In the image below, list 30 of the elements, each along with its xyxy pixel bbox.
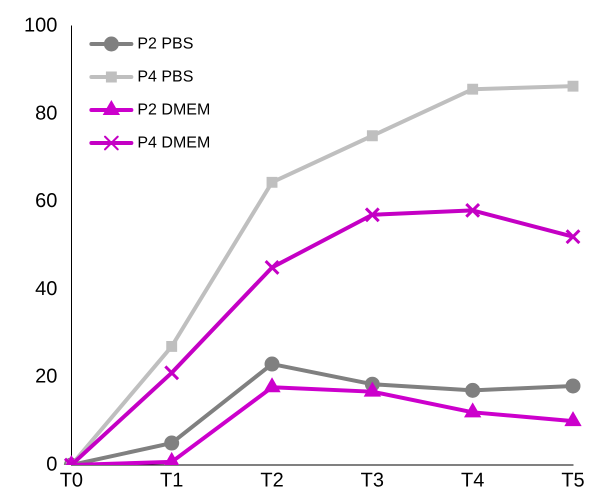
legend-label: P4 DMEM <box>137 134 210 152</box>
point <box>467 84 478 95</box>
y-tick-label: 20 <box>35 366 58 388</box>
point <box>164 436 180 451</box>
x-tick-label: T5 <box>561 470 585 492</box>
point <box>366 130 378 142</box>
legend-label: P4 PBS <box>137 68 194 86</box>
legend-label: P2 DMEM <box>137 101 210 118</box>
y-tick-label: 80 <box>35 102 58 124</box>
point <box>465 382 480 398</box>
point <box>264 260 280 276</box>
x-tick-label: T1 <box>160 470 184 492</box>
x-tick-label: T0 <box>60 470 84 492</box>
y-tick-label: 60 <box>35 190 58 212</box>
x-tick-label: T3 <box>360 470 384 492</box>
y-tick-label: 100 <box>24 14 58 37</box>
point <box>164 364 180 381</box>
point <box>565 228 581 245</box>
y-tick-label: 40 <box>35 278 58 300</box>
x-tick-label: T4 <box>461 470 484 492</box>
point <box>464 202 481 218</box>
point <box>568 80 578 92</box>
y-tick-label: 0 <box>46 454 58 476</box>
point <box>566 378 580 394</box>
point <box>266 176 278 188</box>
point <box>264 356 280 372</box>
point <box>166 341 178 352</box>
x-tick-label: T2 <box>260 470 284 492</box>
legend-label: P2 PBS <box>137 35 194 52</box>
point <box>364 206 380 223</box>
